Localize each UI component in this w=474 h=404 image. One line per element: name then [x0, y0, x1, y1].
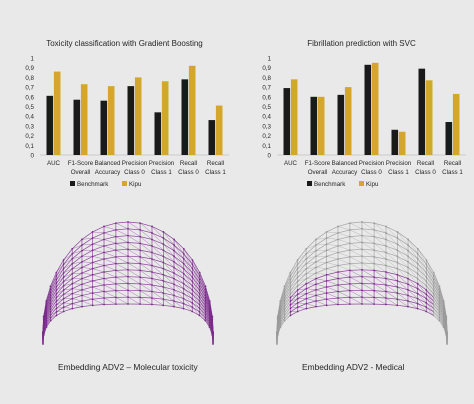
bar-benchmark-2: [100, 100, 108, 155]
y-tick-label: 1: [268, 56, 272, 63]
legend-swatch: [122, 181, 127, 186]
bar-kipu-3: [134, 77, 142, 155]
molecular-toxicity-caption: Embedding ADV2 – Molecular toxicity: [58, 362, 198, 372]
medical-caption: Embedding ADV2 - Medical: [302, 362, 405, 372]
bar-benchmark-3: [127, 86, 135, 155]
bar-kipu-2: [107, 86, 115, 155]
x-tick-label: Class 1: [205, 169, 226, 176]
x-tick-label: Class 1: [388, 169, 409, 176]
y-tick-label: 0,4: [262, 114, 271, 121]
y-tick-label: 0,8: [25, 75, 34, 82]
chart-title: Fibrillation prediction with SVC: [307, 39, 416, 48]
bar-kipu-5: [425, 80, 433, 155]
x-tick-label: Accuracy: [332, 169, 358, 176]
x-tick-label: Class 1: [442, 169, 463, 176]
legend-swatch: [70, 181, 75, 186]
y-tick-label: 0,7: [25, 85, 34, 92]
x-tick-label: Recall: [417, 160, 434, 167]
x-tick-label: Precision: [386, 160, 412, 167]
legend-swatch: [359, 181, 364, 186]
legend-label: Benchmark: [314, 181, 346, 188]
x-tick-label: Class 0: [124, 169, 145, 176]
y-tick-label: 0,9: [25, 65, 34, 72]
x-tick-label: Accuracy: [95, 169, 121, 176]
x-tick-label: AUC: [284, 160, 298, 167]
bar-benchmark-2: [337, 94, 345, 155]
x-tick-label: Precision: [122, 160, 148, 167]
bar-kipu-4: [398, 131, 406, 155]
y-tick-label: 0,5: [25, 104, 34, 111]
legend-label: Kipu: [366, 181, 379, 188]
y-tick-label: 0,1: [262, 143, 271, 150]
bar-benchmark-1: [73, 99, 81, 155]
x-tick-label: Class 0: [415, 169, 436, 176]
bar-kipu-0: [290, 79, 298, 155]
mesh-lattice: [275, 221, 449, 345]
legend-label: Kipu: [129, 181, 142, 188]
y-tick-label: 0,6: [25, 94, 34, 101]
mesh-lattice: [41, 221, 215, 345]
y-tick-label: 0,5: [262, 104, 271, 111]
y-tick-label: 0: [268, 153, 272, 160]
bar-benchmark-3: [364, 64, 372, 155]
x-tick-label: Precision: [359, 160, 385, 167]
y-tick-label: 0,9: [262, 65, 271, 72]
y-tick-label: 0,1: [25, 143, 34, 150]
bar-benchmark-4: [391, 129, 399, 155]
y-tick-label: 0,8: [262, 75, 271, 82]
bar-benchmark-4: [154, 112, 162, 155]
y-tick-label: 0,4: [25, 114, 34, 121]
bar-kipu-6: [215, 105, 223, 155]
bar-benchmark-1: [310, 96, 318, 155]
x-tick-label: Overall: [308, 169, 328, 176]
bar-kipu-1: [317, 96, 325, 155]
bar-benchmark-6: [208, 120, 216, 155]
y-tick-label: 0,2: [262, 133, 271, 140]
x-tick-label: Recall: [444, 160, 461, 167]
toxicity-chart: Toxicity classification with Gradient Bo…: [25, 39, 229, 188]
bar-kipu-6: [452, 93, 460, 155]
x-tick-label: Overall: [71, 169, 91, 176]
y-tick-label: 0: [31, 153, 35, 160]
y-tick-label: 0,3: [262, 123, 271, 130]
medical-embedding: [275, 221, 449, 345]
x-tick-label: Class 1: [151, 169, 172, 176]
x-tick-label: Balanced: [332, 160, 358, 167]
x-tick-label: Balanced: [95, 160, 121, 167]
x-tick-label: F1-Score: [68, 160, 94, 167]
bar-benchmark-0: [46, 95, 54, 155]
bar-benchmark-6: [445, 122, 453, 155]
x-tick-label: Class 0: [178, 169, 199, 176]
chart-title: Toxicity classification with Gradient Bo…: [46, 39, 203, 48]
bar-kipu-2: [344, 87, 352, 155]
bar-kipu-4: [161, 81, 169, 155]
bar-kipu-5: [188, 65, 196, 155]
y-tick-label: 1: [31, 56, 35, 63]
bar-kipu-0: [53, 71, 61, 155]
molecular-toxicity-embedding: [41, 221, 215, 345]
x-tick-label: Recall: [207, 160, 224, 167]
y-tick-label: 0,2: [25, 133, 34, 140]
bar-benchmark-0: [283, 88, 291, 155]
bar-benchmark-5: [418, 68, 426, 155]
y-tick-label: 0,3: [25, 123, 34, 130]
legend-label: Benchmark: [77, 181, 109, 188]
x-tick-label: Recall: [180, 160, 197, 167]
x-tick-label: Class 0: [361, 169, 382, 176]
legend-swatch: [307, 181, 312, 186]
y-tick-label: 0,6: [262, 94, 271, 101]
bar-benchmark-5: [181, 79, 189, 155]
fibrillation-chart: Fibrillation prediction with SVC 0 0,1 0,2 0…: [262, 39, 466, 188]
bar-kipu-1: [80, 84, 88, 155]
x-tick-label: Precision: [149, 160, 175, 167]
x-tick-label: AUC: [47, 160, 61, 167]
x-tick-label: F1-Score: [305, 160, 331, 167]
y-tick-label: 0,7: [262, 85, 271, 92]
bar-kipu-3: [371, 62, 379, 155]
